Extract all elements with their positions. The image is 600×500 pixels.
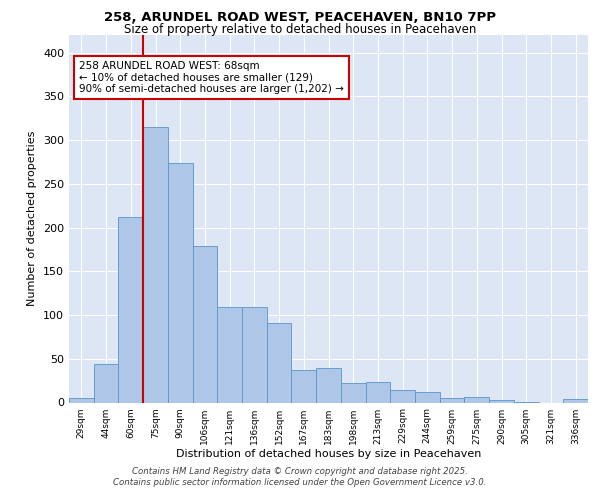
Bar — [316, 368, 341, 402]
Bar — [440, 398, 464, 402]
Bar — [94, 364, 118, 403]
Text: 258, ARUNDEL ROAD WEST, PEACEHAVEN, BN10 7PP: 258, ARUNDEL ROAD WEST, PEACEHAVEN, BN10… — [104, 11, 496, 24]
Bar — [242, 307, 267, 402]
Bar — [69, 398, 94, 402]
Text: Size of property relative to detached houses in Peacehaven: Size of property relative to detached ho… — [124, 22, 476, 36]
Bar — [489, 400, 514, 402]
Bar — [143, 127, 168, 402]
Text: 258 ARUNDEL ROAD WEST: 68sqm
← 10% of detached houses are smaller (129)
90% of s: 258 ARUNDEL ROAD WEST: 68sqm ← 10% of de… — [79, 60, 344, 94]
Bar — [464, 397, 489, 402]
Bar — [267, 323, 292, 402]
Bar — [390, 390, 415, 402]
Bar — [415, 392, 440, 402]
Bar — [193, 246, 217, 402]
Bar — [118, 217, 143, 402]
Text: Contains HM Land Registry data © Crown copyright and database right 2025.: Contains HM Land Registry data © Crown c… — [132, 467, 468, 476]
X-axis label: Distribution of detached houses by size in Peacehaven: Distribution of detached houses by size … — [176, 450, 481, 460]
Bar — [341, 383, 365, 402]
Text: Contains public sector information licensed under the Open Government Licence v3: Contains public sector information licen… — [113, 478, 487, 487]
Y-axis label: Number of detached properties: Number of detached properties — [28, 131, 37, 306]
Bar — [563, 399, 588, 402]
Bar — [168, 163, 193, 402]
Bar — [292, 370, 316, 402]
Bar — [365, 382, 390, 402]
Bar — [217, 307, 242, 402]
